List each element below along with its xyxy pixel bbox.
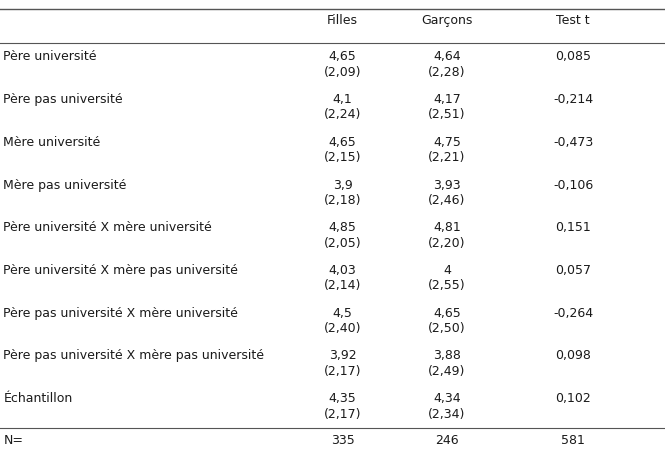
Text: 3,88: 3,88: [433, 349, 461, 363]
Text: 4: 4: [443, 264, 451, 277]
Text: N=: N=: [3, 434, 23, 447]
Text: (2,55): (2,55): [428, 280, 465, 292]
Text: (2,05): (2,05): [324, 237, 361, 250]
Text: 3,92: 3,92: [329, 349, 356, 363]
Text: 4,35: 4,35: [329, 392, 356, 405]
Text: -0,106: -0,106: [553, 179, 593, 191]
Text: Test t: Test t: [557, 14, 590, 27]
Text: Père pas université X mère université: Père pas université X mère université: [3, 307, 238, 320]
Text: (2,51): (2,51): [428, 108, 465, 122]
Text: 4,65: 4,65: [329, 136, 356, 149]
Text: 0,085: 0,085: [555, 50, 591, 63]
Text: Échantillon: Échantillon: [3, 392, 72, 405]
Text: 0,098: 0,098: [555, 349, 591, 363]
Text: Garçons: Garçons: [421, 14, 473, 27]
Text: Père université X mère pas université: Père université X mère pas université: [3, 264, 238, 277]
Text: -0,264: -0,264: [553, 307, 593, 320]
Text: 0,057: 0,057: [555, 264, 591, 277]
Text: -0,473: -0,473: [553, 136, 593, 149]
Text: Père pas université: Père pas université: [3, 93, 123, 106]
Text: 246: 246: [435, 434, 459, 447]
Text: (2,17): (2,17): [324, 408, 361, 420]
Text: (2,40): (2,40): [324, 322, 361, 335]
Text: 3,93: 3,93: [433, 179, 461, 191]
Text: 4,5: 4,5: [332, 307, 352, 320]
Text: (2,49): (2,49): [428, 365, 465, 378]
Text: Mère université: Mère université: [3, 136, 100, 149]
Text: (2,24): (2,24): [324, 108, 361, 122]
Text: 3,9: 3,9: [332, 179, 352, 191]
Text: Filles: Filles: [327, 14, 358, 27]
Text: (2,20): (2,20): [428, 237, 465, 250]
Text: (2,09): (2,09): [324, 66, 361, 78]
Text: 4,65: 4,65: [329, 50, 356, 63]
Text: 4,81: 4,81: [433, 221, 461, 234]
Text: -0,214: -0,214: [553, 93, 593, 106]
Text: (2,21): (2,21): [428, 151, 465, 164]
Text: 4,1: 4,1: [332, 93, 352, 106]
Text: (2,15): (2,15): [324, 151, 361, 164]
Text: 581: 581: [561, 434, 585, 447]
Text: (2,28): (2,28): [428, 66, 465, 78]
Text: Mère pas université: Mère pas université: [3, 179, 127, 191]
Text: (2,18): (2,18): [324, 194, 361, 207]
Text: 4,65: 4,65: [433, 307, 461, 320]
Text: (2,50): (2,50): [428, 322, 465, 335]
Text: 4,17: 4,17: [433, 93, 461, 106]
Text: 335: 335: [331, 434, 354, 447]
Text: 0,151: 0,151: [555, 221, 591, 234]
Text: (2,17): (2,17): [324, 365, 361, 378]
Text: 4,03: 4,03: [329, 264, 356, 277]
Text: (2,34): (2,34): [428, 408, 465, 420]
Text: Père université X mère université: Père université X mère université: [3, 221, 212, 234]
Text: (2,46): (2,46): [428, 194, 465, 207]
Text: Père pas université X mère pas université: Père pas université X mère pas universit…: [3, 349, 264, 363]
Text: 0,102: 0,102: [555, 392, 591, 405]
Text: 4,75: 4,75: [433, 136, 461, 149]
Text: 4,85: 4,85: [329, 221, 356, 234]
Text: 4,64: 4,64: [433, 50, 461, 63]
Text: 4,34: 4,34: [433, 392, 461, 405]
Text: (2,14): (2,14): [324, 280, 361, 292]
Text: Père université: Père université: [3, 50, 97, 63]
